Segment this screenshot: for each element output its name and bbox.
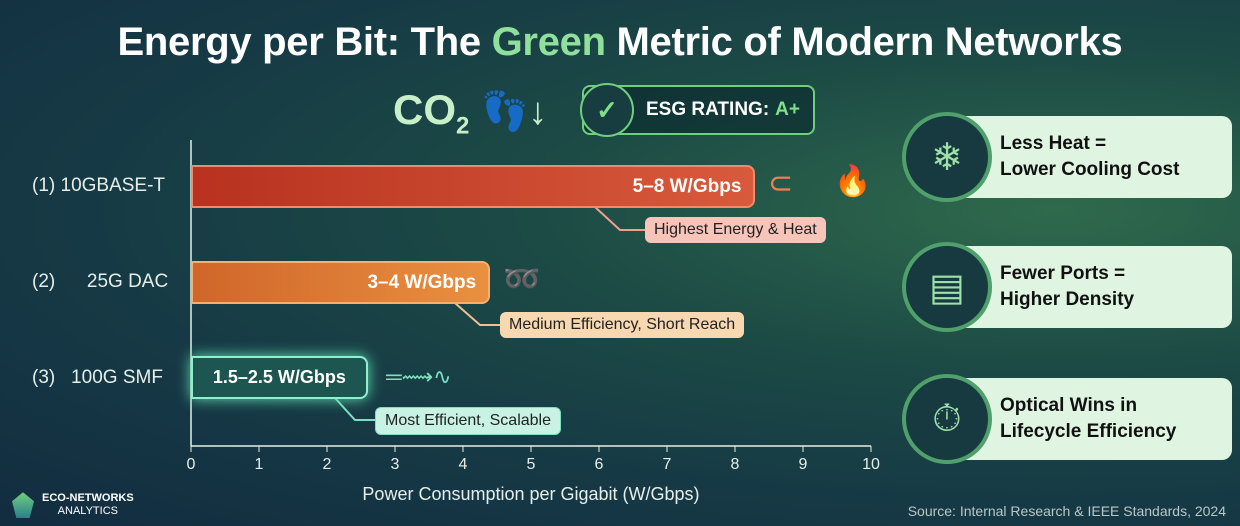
esg-rating-badge: ✓ ESG RATING: A+ <box>580 83 815 137</box>
fire-icon: 🔥 <box>834 165 872 198</box>
esg-label: ESG RATING: <box>646 99 770 120</box>
category-label: (2) 25G DAC <box>32 271 169 292</box>
category-label: (3) 100G SMF <box>32 367 163 388</box>
x-tick-label: 4 <box>458 456 468 473</box>
page-title: Energy per Bit: The Green Metric of Mode… <box>117 20 1123 64</box>
x-tick-label: 3 <box>390 456 400 473</box>
esg-grade: A+ <box>775 99 800 120</box>
callout-medium-efficiency: Medium Efficiency, Short Reach <box>500 312 745 338</box>
data-label: 3–4 W/Gbps <box>367 271 477 293</box>
logo-mark-icon <box>12 492 34 519</box>
bar-10gbase-t: 5–8 W/Gbps <box>191 165 756 208</box>
category-label: (1) 10GBASE-T <box>32 175 166 196</box>
x-tick-label: 8 <box>730 456 740 473</box>
check-seal-icon: ✓ <box>580 83 634 137</box>
connector-2 <box>454 302 500 326</box>
x-tick-label: 0 <box>186 456 196 473</box>
connector-1 <box>594 206 645 231</box>
ethernet-cable-icon: ⊂ <box>768 167 794 200</box>
x-tick-label: 7 <box>662 456 672 473</box>
source-note: Source: Internal Research & IEEE Standar… <box>907 503 1226 519</box>
company-logo: ECO-NETWORKS ANALYTICS <box>12 492 134 519</box>
x-tick-label: 2 <box>322 456 332 473</box>
x-axis-label: Power Consumption per Gigabit (W/Gbps) <box>362 484 700 504</box>
data-label: 1.5–2.5 W/Gbps <box>212 367 346 387</box>
benefit-card-cooling: Less Heat = Lower Cooling Cost <box>950 116 1232 198</box>
data-label: 5–8 W/Gbps <box>632 175 742 197</box>
callout-most-efficient: Most Efficient, Scalable <box>375 407 562 435</box>
dac-cable-icon: ➿ <box>503 263 541 296</box>
bar-100g-smf: 1.5–2.5 W/Gbps <box>191 356 368 399</box>
fiber-signal-icon: ═⟿∿ <box>386 364 452 389</box>
x-tick-label: 10 <box>862 456 880 473</box>
bar-25g-dac: 3–4 W/Gbps <box>191 261 491 304</box>
clock-gear-icon: ⏱ <box>902 374 992 464</box>
x-tick-label: 5 <box>526 456 536 473</box>
x-tick-label: 6 <box>594 456 604 473</box>
callout-highest-energy: Highest Energy & Heat <box>645 217 826 243</box>
benefit-card-lifecycle: Optical Wins in Lifecycle Efficiency <box>950 378 1232 460</box>
fan-thermometer-icon: ❄ <box>902 112 992 202</box>
x-tick-label: 9 <box>798 456 808 473</box>
x-tick-label: 1 <box>254 456 264 473</box>
benefit-card-density: Fewer Ports = Higher Density <box>950 246 1232 328</box>
co2-footprint-icon: CO2 👣↓ <box>393 86 548 140</box>
server-rack-icon: ▤ <box>902 242 992 332</box>
connector-3 <box>334 397 375 421</box>
